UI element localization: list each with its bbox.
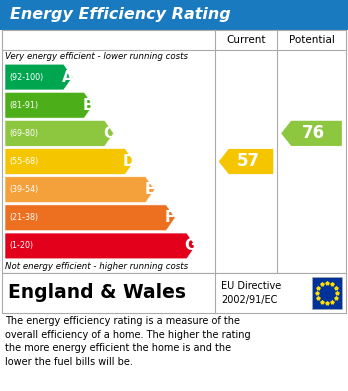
Text: C: C [103, 126, 114, 141]
Text: G: G [184, 239, 197, 253]
Text: (21-38): (21-38) [9, 213, 38, 222]
Bar [0, 0, 348, 30]
Text: (39-54): (39-54) [9, 185, 38, 194]
Text: D: D [123, 154, 135, 169]
Text: F: F [165, 210, 175, 225]
Text: Current: Current [226, 35, 266, 45]
Text: EU Directive
2002/91/EC: EU Directive 2002/91/EC [221, 282, 281, 305]
Text: The energy efficiency rating is a measure of the
overall efficiency of a home. T: The energy efficiency rating is a measur… [5, 316, 251, 367]
Bar [2, 273, 346, 313]
Polygon shape [281, 121, 342, 146]
Text: A: A [62, 70, 73, 84]
Polygon shape [5, 233, 196, 259]
Text: Potential: Potential [288, 35, 334, 45]
Text: Very energy efficient - lower running costs: Very energy efficient - lower running co… [5, 52, 188, 61]
Polygon shape [5, 92, 93, 118]
Bar [2, 30, 346, 273]
Text: (69-80): (69-80) [9, 129, 38, 138]
Polygon shape [5, 120, 114, 146]
Polygon shape [5, 205, 175, 231]
Text: (92-100): (92-100) [9, 73, 43, 82]
Text: (55-68): (55-68) [9, 157, 38, 166]
Text: 57: 57 [236, 152, 260, 170]
Polygon shape [219, 149, 273, 174]
Text: England & Wales: England & Wales [8, 283, 186, 303]
Bar [312, 277, 342, 309]
Text: (81-91): (81-91) [9, 101, 38, 110]
Text: B: B [82, 98, 94, 113]
Polygon shape [5, 64, 73, 90]
Text: (1-20): (1-20) [9, 241, 33, 250]
Text: 76: 76 [302, 124, 325, 142]
Polygon shape [5, 177, 155, 203]
Polygon shape [5, 149, 134, 174]
Text: Energy Efficiency Rating: Energy Efficiency Rating [10, 7, 231, 23]
Bar [2, 30, 346, 50]
Text: Not energy efficient - higher running costs: Not energy efficient - higher running co… [5, 262, 188, 271]
Text: E: E [144, 182, 155, 197]
